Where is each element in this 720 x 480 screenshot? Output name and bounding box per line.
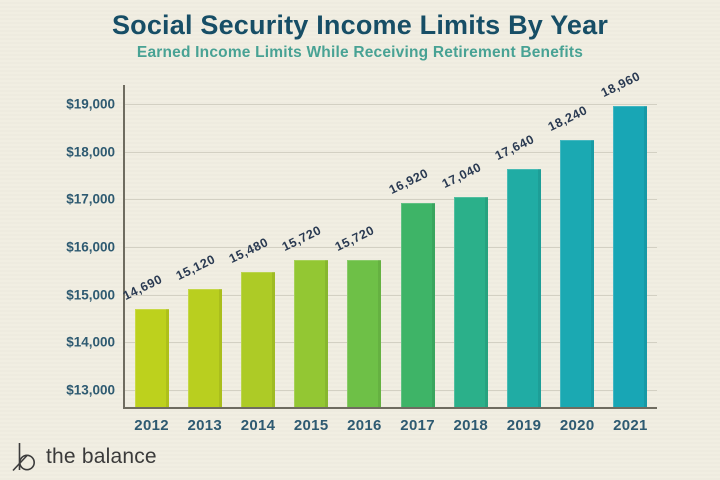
bar-2017 — [400, 203, 435, 407]
chart-title: Social Security Income Limits By Year — [111, 10, 609, 40]
x-axis-label-2012: 2012 — [134, 417, 169, 434]
bar-2013 — [187, 288, 222, 407]
y-axis-tick-label: $15,000 — [66, 287, 115, 303]
bar-value-label-2017: 16,920 — [386, 166, 431, 198]
y-axis-tick-label: $19,000 — [66, 96, 115, 112]
bar-2014 — [241, 271, 275, 407]
bar-2012 — [134, 309, 169, 407]
brand-name: the balance — [46, 444, 157, 468]
bar-2021 — [613, 105, 648, 407]
bar-2019 — [507, 168, 541, 407]
bar-value-label-2020: 18,240 — [546, 103, 590, 135]
bar-value-label-2019: 17,640 — [492, 131, 537, 163]
gridline-15000 — [125, 294, 657, 296]
x-axis-label-2013: 2013 — [187, 417, 223, 434]
plot-area: $13,000 $14,000 $15,000 $16,000 $17,000 $18,0… — [66, 69, 657, 434]
chart-subtitle: Earned Income Limits While Receiving Ret… — [136, 44, 584, 61]
x-axis-label-2021: 2021 — [613, 417, 648, 434]
bar-value-label-2021: 18,960 — [599, 69, 643, 100]
balance-b-icon — [12, 441, 39, 472]
bar-value-label-2013: 15,120 — [173, 251, 218, 283]
x-axis-label-2014: 2014 — [240, 417, 276, 434]
gridline-16000 — [125, 246, 657, 248]
bar-value-label-2015: 15,720 — [280, 223, 324, 255]
gridline-18000 — [125, 151, 657, 153]
y-axis-tick-label: $16,000 — [66, 239, 115, 255]
x-axis-label-2018: 2018 — [453, 417, 489, 434]
y-axis-tick-label: $17,000 — [66, 191, 115, 207]
gridline-19000 — [125, 104, 657, 106]
chart-header: Social Security Income Limits By Year Ea… — [0, 10, 720, 62]
x-axis-label-2017: 2017 — [400, 417, 435, 434]
gridline-14000 — [125, 342, 657, 344]
y-axis-tick-label: $13,000 — [66, 382, 115, 398]
y-axis-tick-label: $14,000 — [66, 334, 115, 350]
bar-value-label-2012: 14,690 — [120, 272, 165, 304]
bar-value-label-2018: 17,040 — [439, 160, 484, 192]
x-axis-label-2020: 2020 — [559, 417, 595, 434]
y-axis-tick-label: $18,000 — [66, 144, 115, 160]
x-axis-label-2015: 2015 — [293, 417, 329, 434]
bar-2015 — [294, 260, 329, 407]
bar-2020 — [560, 140, 595, 407]
bar-2016 — [347, 260, 382, 407]
x-axis-label-2019: 2019 — [506, 417, 542, 434]
bar-value-label-2014: 15,480 — [226, 234, 271, 266]
gridline-17000 — [125, 199, 657, 201]
bar-value-label-2016: 15,720 — [333, 223, 377, 255]
brand-logo: the balance — [12, 441, 157, 472]
bar-2018 — [453, 197, 488, 407]
gridline-13000 — [125, 389, 657, 391]
x-axis-label-2016: 2016 — [347, 417, 382, 434]
